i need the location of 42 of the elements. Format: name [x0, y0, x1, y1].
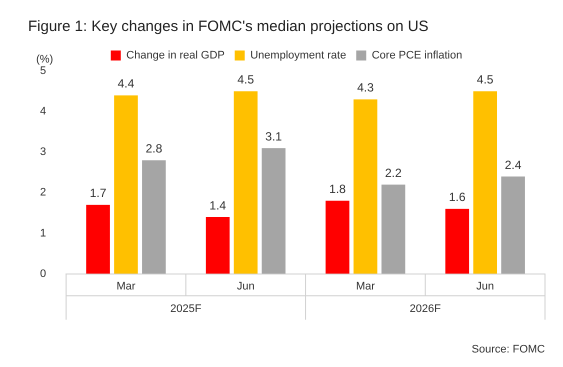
bar [262, 148, 286, 274]
bar [86, 204, 110, 274]
data-label: 2.2 [385, 166, 402, 180]
y-tick-label: 5 [40, 65, 46, 78]
y-tick-label: 4 [40, 106, 46, 118]
bar [445, 208, 470, 274]
y-tick-label: 0 [40, 268, 46, 280]
bar [114, 95, 138, 274]
data-label: 1.8 [329, 182, 346, 196]
y-tick-label: 3 [40, 146, 46, 158]
bar [206, 217, 230, 274]
y-axis-title: (%) [36, 54, 54, 66]
bar [234, 91, 258, 274]
y-tick-label: 1 [40, 227, 46, 240]
data-label: 1.4 [209, 198, 226, 212]
source-note: Source: FOMC [472, 344, 546, 356]
text: 2026F [410, 302, 442, 315]
bar [381, 184, 406, 274]
bar [142, 160, 166, 274]
bar [326, 200, 350, 274]
x-tick-label: Jun [236, 280, 255, 292]
data-label: 4.5 [476, 72, 494, 87]
data-label: 3.1 [265, 129, 282, 144]
bar [473, 91, 498, 274]
legend-label: Core PCE inflation [372, 50, 462, 62]
x-tick-label: Jun [476, 280, 494, 292]
chart-title: Figure 1: Key changes in FOMC's median projections on US [28, 18, 429, 36]
data-label: 1.6 [448, 190, 466, 204]
y-tick-label: 2 [40, 186, 46, 199]
data-label: 4.5 [237, 72, 254, 87]
data-label: 1.7 [90, 186, 107, 200]
bar [354, 99, 378, 274]
text: 2025F [170, 302, 202, 315]
x-tick-label: Mar [356, 280, 376, 292]
legend-label: Change in real GDP [126, 50, 225, 62]
data-label: 2.4 [504, 158, 522, 172]
bar [501, 176, 525, 274]
data-label: 2.8 [146, 142, 163, 156]
data-label: 4.4 [118, 76, 135, 91]
data-label: 4.3 [357, 80, 374, 95]
legend-label: Unemployment rate [250, 50, 346, 62]
x-tick-label: Mar [116, 280, 136, 292]
